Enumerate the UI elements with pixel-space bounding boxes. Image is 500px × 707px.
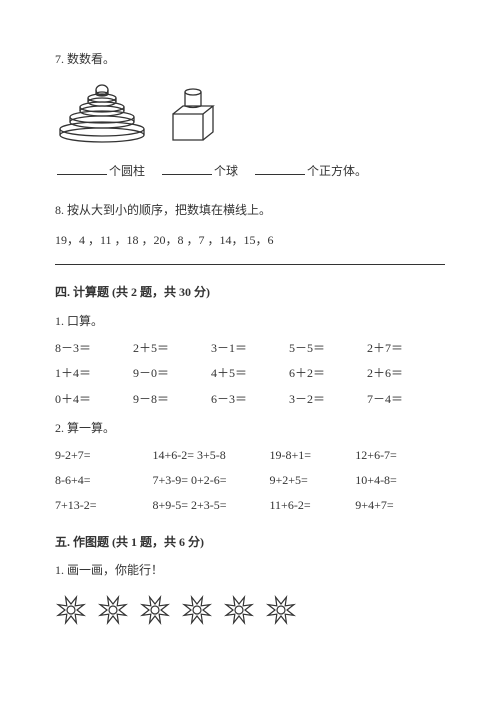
q8-numbers: 19，4 ，11 ，18 ，20，8 ，7 ，14，15，6	[55, 231, 445, 250]
calc-cell: 8－3＝	[55, 339, 133, 358]
calc-cell: 5－5＝	[289, 339, 367, 358]
calc-cell: 7－4＝	[367, 390, 445, 409]
calc-cell: 14+6-2= 3+5-8	[153, 446, 270, 465]
calc-cell: 8+9-5= 2+3-5=	[153, 496, 270, 515]
cube-cylinder-icon	[165, 84, 220, 144]
calc-cell: 9+2+5=	[270, 471, 356, 490]
calc-cell: 2＋7＝	[367, 339, 445, 358]
star-row	[55, 594, 445, 626]
calc-cell: 12+6-7=	[355, 446, 445, 465]
calc-cell: 0＋4＝	[55, 390, 133, 409]
calc-cell: 7+3-9= 0+2-6=	[153, 471, 270, 490]
section-4: 四. 计算题 (共 2 题，共 30 分) 1. 口算。 8－3＝ 2＋5＝ 3…	[55, 283, 445, 516]
calc-cell: 1＋4＝	[55, 364, 133, 383]
question-7: 7. 数数看。	[55, 50, 445, 181]
sec5-title: 五. 作图题 (共 1 题，共 6 分)	[55, 533, 445, 552]
label-cube: 个正方体。	[307, 164, 367, 178]
calc-cell: 6＋2＝	[289, 364, 367, 383]
calc-cell: 3－2＝	[289, 390, 367, 409]
sec5-q1: 1. 画一画，你能行！	[55, 561, 445, 580]
calc-cell: 11+6-2=	[270, 496, 356, 515]
calc-cell: 2＋5＝	[133, 339, 211, 358]
sec4-q1: 1. 口算。	[55, 312, 445, 331]
sec4-title: 四. 计算题 (共 2 题，共 30 分)	[55, 283, 445, 302]
calc-row: 9-2+7= 14+6-2= 3+5-8 19-8+1= 12+6-7=	[55, 446, 445, 465]
blank-input[interactable]	[255, 163, 305, 175]
q7-blanks: 个圆柱 个球 个正方体。	[55, 162, 445, 181]
calc-cell: 19-8+1=	[270, 446, 356, 465]
calc-row: 7+13-2= 8+9-5= 2+3-5= 11+6-2= 9+4+7=	[55, 496, 445, 515]
blank-input[interactable]	[57, 163, 107, 175]
calc-row: 1＋4＝ 9－0＝ 4＋5＝ 6＋2＝ 2＋6＝	[55, 364, 445, 383]
sun-icon	[265, 594, 297, 626]
calc-row: 8－3＝ 2＋5＝ 3－1＝ 5－5＝ 2＋7＝	[55, 339, 445, 358]
question-8: 8. 按从大到小的顺序，把数填在横线上。 19，4 ，11 ，18 ，20，8 …	[55, 201, 445, 264]
calc-cell: 6－3＝	[211, 390, 289, 409]
sun-icon	[181, 594, 213, 626]
sec4-q2: 2. 算一算。	[55, 419, 445, 438]
q7-figures	[55, 79, 445, 144]
answer-line[interactable]	[55, 264, 445, 265]
sun-icon	[139, 594, 171, 626]
sun-icon	[55, 594, 87, 626]
q7-head: 7. 数数看。	[55, 50, 445, 69]
sun-icon	[223, 594, 255, 626]
sun-icon	[97, 594, 129, 626]
calc-cell: 4＋5＝	[211, 364, 289, 383]
calc-cell: 10+4-8=	[355, 471, 445, 490]
calc-cell: 8-6+4=	[55, 471, 153, 490]
calc-cell: 9-2+7=	[55, 446, 153, 465]
label-cylinder: 个圆柱	[109, 164, 145, 178]
cylinders-icon	[55, 79, 150, 144]
calc-row: 8-6+4= 7+3-9= 0+2-6= 9+2+5= 10+4-8=	[55, 471, 445, 490]
calc-cell: 9+4+7=	[355, 496, 445, 515]
calc-cell: 7+13-2=	[55, 496, 153, 515]
calc-cell: 9－0＝	[133, 364, 211, 383]
calc-cell: 2＋6＝	[367, 364, 445, 383]
label-sphere: 个球	[214, 164, 238, 178]
calc-cell: 3－1＝	[211, 339, 289, 358]
blank-input[interactable]	[162, 163, 212, 175]
q8-head: 8. 按从大到小的顺序，把数填在横线上。	[55, 201, 445, 220]
calc-row: 0＋4＝ 9－8＝ 6－3＝ 3－2＝ 7－4＝	[55, 390, 445, 409]
calc-cell: 9－8＝	[133, 390, 211, 409]
section-5: 五. 作图题 (共 1 题，共 6 分) 1. 画一画，你能行！	[55, 533, 445, 625]
